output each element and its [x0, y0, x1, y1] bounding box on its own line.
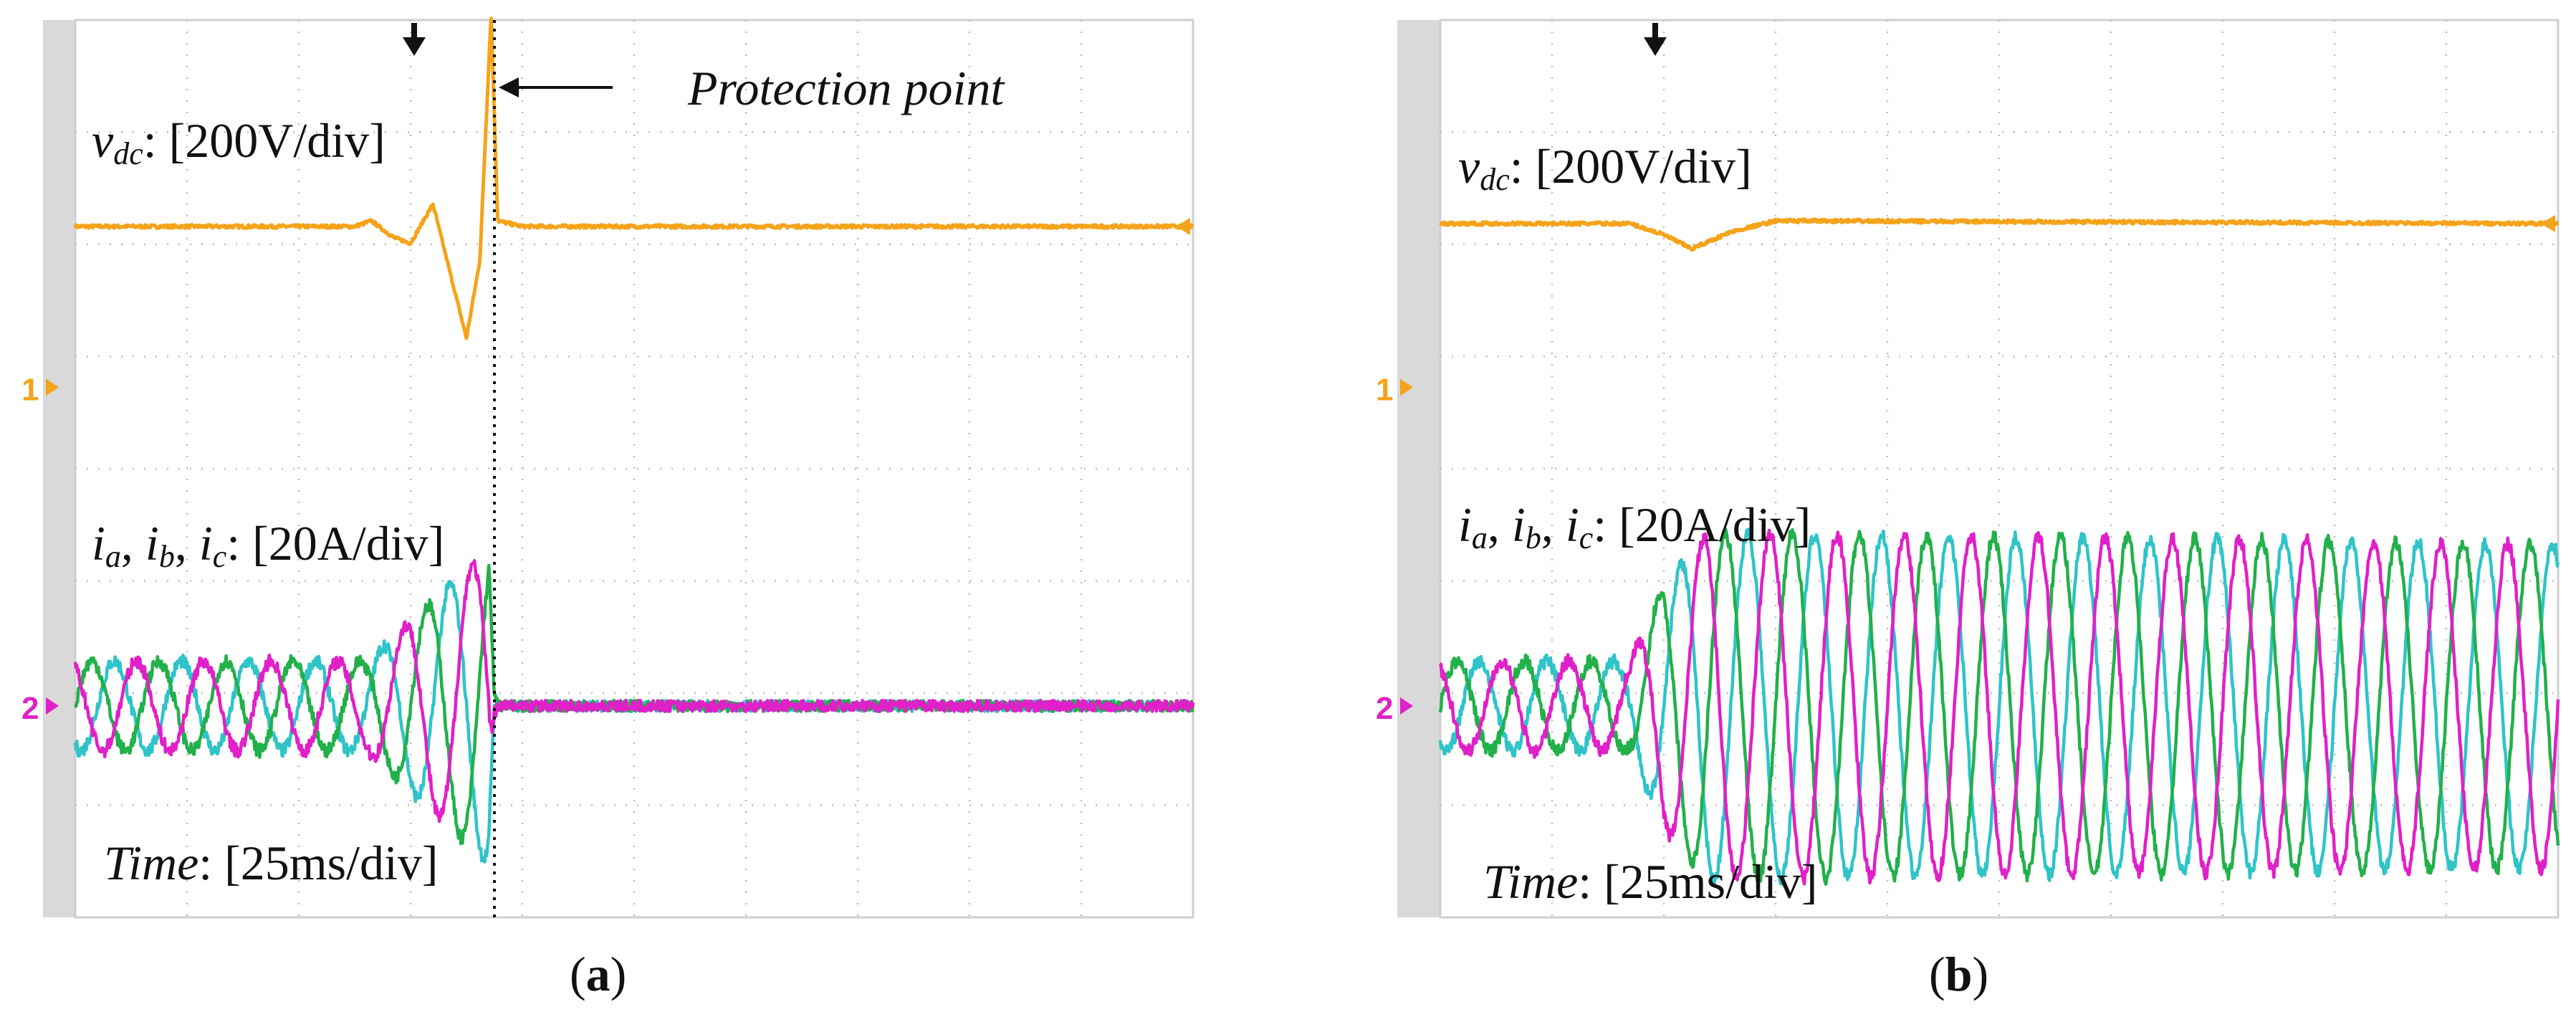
- time-label-a: Time: [25ms/div]: [104, 836, 439, 890]
- vdc-trace-b: [1438, 217, 2560, 252]
- scope-left-bar-b: [1397, 20, 1440, 917]
- current-label-a: ia, ib, ic: [20A/div]: [92, 516, 445, 574]
- grid-b: [1440, 20, 2558, 917]
- vdc-label-b: vdc: [200V/div]: [1458, 139, 1752, 197]
- protection-arrow-head-icon: [499, 77, 519, 97]
- vdc-trace-a: [73, 16, 1194, 340]
- grid-a: [75, 20, 1193, 917]
- protection-point-label: Protection point: [688, 61, 1005, 115]
- trigger-marker-icon: [403, 23, 426, 56]
- vdc-ref-arrow-icon: [2541, 215, 2555, 232]
- current-trace-ic-a: [73, 558, 1195, 823]
- current-trace-ic-b: [1438, 528, 2560, 886]
- caption-b: (b): [1929, 947, 1989, 1001]
- ch2-arrow-icon: [1400, 697, 1413, 715]
- ch2-marker-icon: 2: [21, 691, 39, 726]
- ch2-marker-icon: 2: [1376, 691, 1393, 726]
- ch1-arrow-icon: [1400, 378, 1413, 396]
- trigger-marker-icon: [1644, 23, 1667, 56]
- ch1-marker-icon: 1: [1376, 372, 1393, 407]
- scope-screen-b: 12: [1376, 19, 2560, 919]
- vdc-label-a: vdc: [200V/div]: [92, 113, 386, 171]
- vdc-ref-arrow-icon: [1176, 218, 1190, 235]
- current-label-b: ia, ib, ic: [20A/div]: [1458, 497, 1811, 555]
- scope-screen-a: 12: [21, 16, 1195, 919]
- caption-a: (a): [570, 947, 627, 1001]
- scope-left-bar-a: [43, 20, 75, 917]
- ch2-arrow-icon: [46, 697, 59, 715]
- current-trace-ib-b: [1438, 527, 2560, 887]
- current-trace-ia-b: [1438, 527, 2560, 887]
- time-label-b: Time: [25ms/div]: [1483, 854, 1818, 909]
- ch1-arrow-icon: [46, 378, 59, 396]
- ch1-marker-icon: 1: [21, 372, 39, 407]
